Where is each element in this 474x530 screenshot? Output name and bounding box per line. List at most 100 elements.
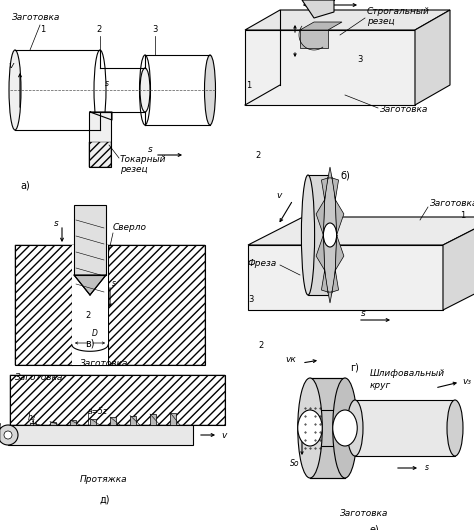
Polygon shape	[328, 167, 332, 178]
Text: h₂: h₂	[28, 412, 36, 421]
Bar	[89, 112, 111, 167]
Text: 3: 3	[357, 56, 363, 65]
Bar	[89, 142, 111, 167]
Text: б): б)	[340, 170, 350, 180]
Text: 2: 2	[258, 340, 263, 349]
Polygon shape	[335, 235, 344, 270]
Text: 1: 1	[460, 210, 465, 219]
Text: Заготовка: Заготовка	[12, 13, 60, 22]
Text: v: v	[221, 430, 227, 439]
Bar	[310, 378, 345, 478]
Polygon shape	[248, 217, 474, 245]
Text: s: s	[54, 218, 59, 227]
Polygon shape	[70, 420, 76, 425]
Bar	[355, 400, 455, 456]
Polygon shape	[8, 425, 193, 445]
Text: 3: 3	[248, 296, 254, 305]
Polygon shape	[300, 22, 342, 30]
Ellipse shape	[323, 175, 337, 295]
Text: Протяжка: Протяжка	[80, 475, 128, 484]
Text: Токарный: Токарный	[120, 155, 166, 164]
Polygon shape	[316, 235, 325, 270]
Polygon shape	[248, 245, 443, 310]
Text: е): е)	[370, 525, 380, 530]
Text: 1: 1	[40, 25, 45, 34]
Ellipse shape	[347, 400, 363, 456]
Circle shape	[4, 431, 12, 439]
Polygon shape	[50, 421, 56, 425]
Bar	[10, 375, 225, 425]
Polygon shape	[300, 30, 328, 48]
Polygon shape	[328, 292, 332, 303]
Text: 1: 1	[246, 81, 251, 90]
Text: Заготовка: Заготовка	[340, 508, 388, 517]
Ellipse shape	[298, 378, 322, 478]
Text: a=5z: a=5z	[88, 407, 108, 416]
Ellipse shape	[333, 410, 357, 446]
Text: Заготовка: Заготовка	[15, 373, 64, 382]
Text: s: s	[148, 146, 153, 155]
Bar	[72, 245, 108, 365]
Bar	[15, 245, 205, 365]
Polygon shape	[332, 178, 338, 200]
Polygon shape	[245, 10, 450, 30]
Ellipse shape	[9, 50, 21, 130]
Text: д): д)	[100, 495, 110, 505]
Polygon shape	[74, 275, 106, 295]
Polygon shape	[30, 423, 36, 425]
Text: 2: 2	[255, 151, 260, 160]
Text: 3: 3	[85, 280, 91, 289]
Ellipse shape	[298, 410, 322, 446]
Text: s: s	[305, 0, 309, 2]
Circle shape	[0, 425, 18, 445]
Text: v: v	[276, 190, 282, 199]
Text: s: s	[325, 0, 329, 3]
Bar	[308, 175, 330, 295]
Polygon shape	[316, 200, 325, 235]
Text: круг: круг	[370, 381, 391, 390]
Ellipse shape	[140, 68, 150, 112]
Text: s: s	[361, 308, 366, 317]
Text: Заготовка: Заготовка	[380, 105, 428, 114]
Bar	[74, 205, 106, 275]
Text: v₃: v₃	[462, 377, 471, 386]
Bar	[15, 245, 205, 365]
Text: vк: vк	[285, 356, 296, 365]
Polygon shape	[110, 417, 116, 425]
Text: Сверло: Сверло	[113, 223, 147, 232]
Text: Строгальный: Строгальный	[367, 7, 430, 16]
Polygon shape	[415, 10, 450, 105]
Ellipse shape	[333, 378, 357, 478]
Text: Фреза: Фреза	[248, 259, 277, 268]
Text: Sо: Sо	[290, 458, 300, 467]
Text: D: D	[92, 329, 98, 338]
Text: v: v	[8, 60, 13, 69]
Text: резец: резец	[120, 165, 147, 174]
Ellipse shape	[301, 175, 315, 295]
Text: s: s	[425, 464, 429, 473]
Text: резец: резец	[367, 17, 395, 26]
Ellipse shape	[204, 55, 216, 125]
Polygon shape	[245, 30, 415, 105]
Text: в): в)	[85, 338, 94, 348]
Text: v: v	[96, 210, 101, 219]
Polygon shape	[302, 0, 334, 18]
Polygon shape	[130, 416, 136, 425]
Ellipse shape	[447, 400, 463, 456]
Polygon shape	[332, 270, 338, 292]
Polygon shape	[321, 178, 328, 200]
Polygon shape	[150, 414, 156, 425]
Text: s: s	[112, 278, 116, 287]
Text: а): а)	[20, 180, 30, 190]
Bar	[10, 375, 225, 425]
Text: г): г)	[350, 363, 359, 373]
Text: 2: 2	[96, 25, 101, 34]
Text: Шлифовальный: Шлифовальный	[370, 368, 445, 377]
Text: 3: 3	[152, 25, 157, 34]
Polygon shape	[321, 270, 328, 292]
Ellipse shape	[323, 223, 337, 247]
Text: Заготовка: Заготовка	[80, 358, 128, 367]
Polygon shape	[443, 217, 474, 310]
Text: 2: 2	[85, 311, 90, 320]
Text: s: s	[105, 78, 109, 87]
